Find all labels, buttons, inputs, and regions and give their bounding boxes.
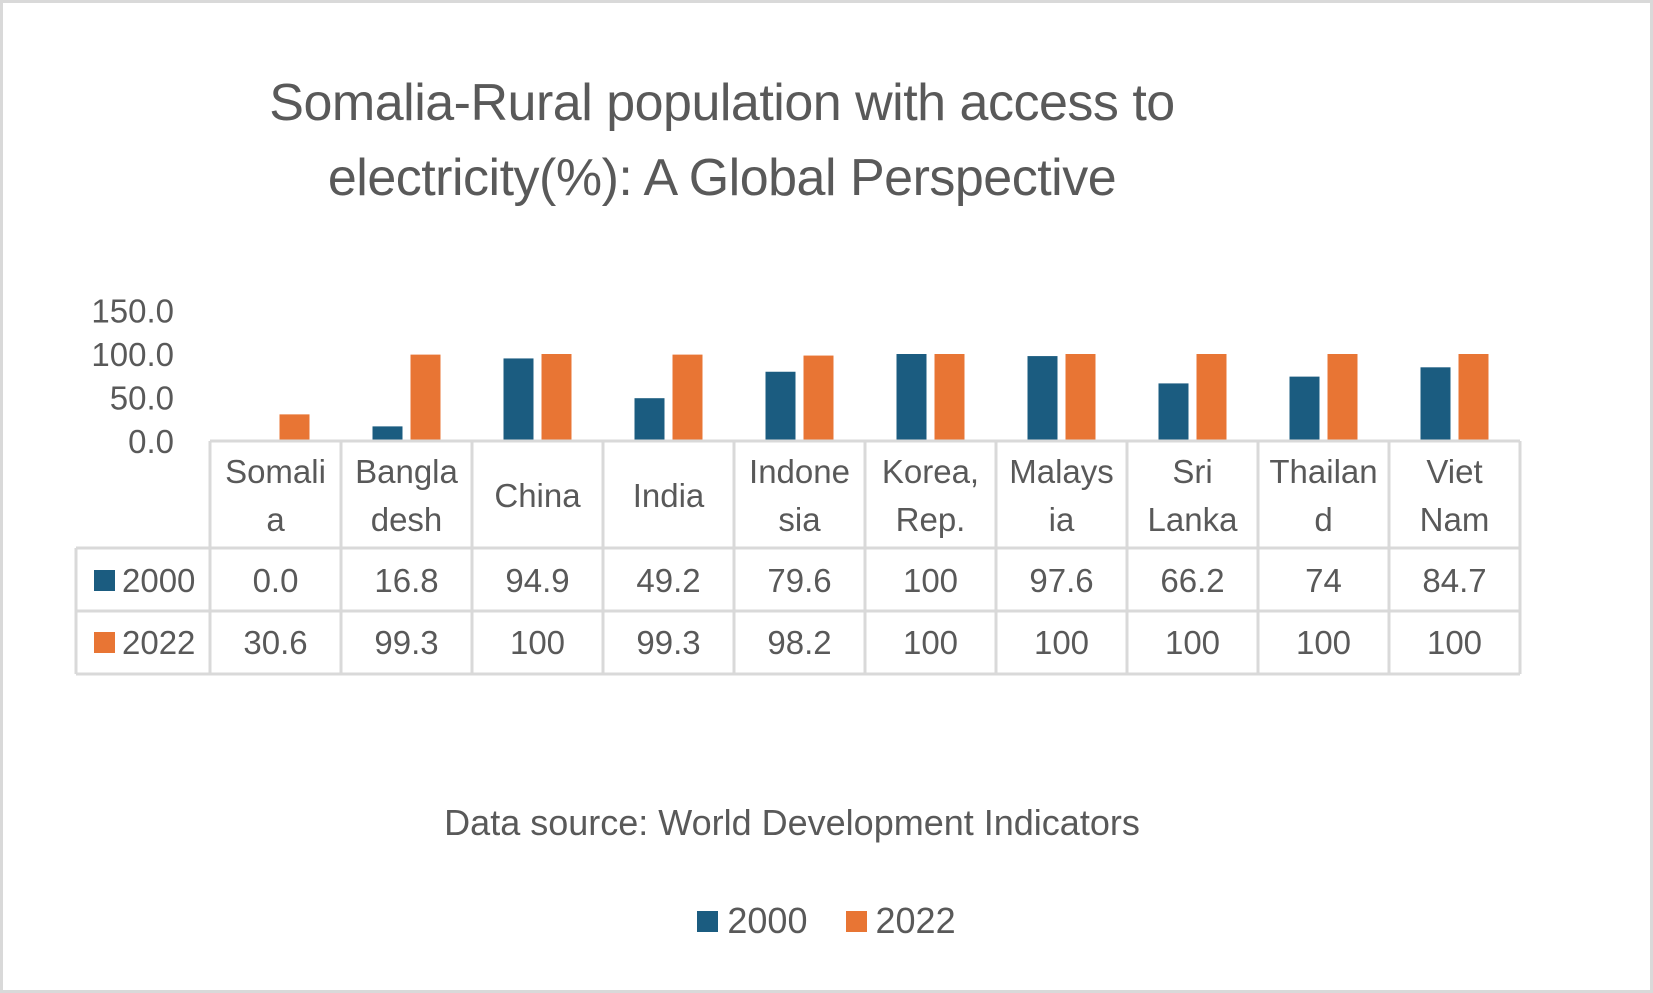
bar-2022-malaysia[interactable]	[1065, 354, 1096, 441]
category-label: China	[494, 477, 581, 514]
category-label-line: Sri	[1172, 453, 1212, 490]
table-cell-2022: 100	[903, 624, 958, 661]
table-cell-2022: 100	[1034, 624, 1089, 661]
bar-2000-viet-nam[interactable]	[1420, 367, 1451, 441]
y-tick-label: 100.0	[91, 336, 174, 373]
category-label: India	[633, 477, 705, 514]
data-source-note: Data source: World Development Indicator…	[444, 802, 1140, 843]
table-cell-2022: 99.3	[374, 624, 438, 661]
category-label-line: Thailan	[1269, 453, 1377, 490]
category-label-line: Korea,	[882, 453, 979, 490]
bar-2000-indonesia[interactable]	[765, 371, 796, 441]
table-cell-2022: 30.6	[243, 624, 307, 661]
table-cell-2000: 16.8	[374, 562, 438, 599]
y-tick-label: 0.0	[128, 423, 174, 460]
table-cell-2000: 94.9	[505, 562, 569, 599]
bar-2022-china[interactable]	[541, 354, 572, 441]
category-label-line: Rep.	[896, 501, 966, 538]
legend-swatch-2000	[697, 911, 719, 932]
bar-2000-korea-rep-[interactable]	[896, 354, 927, 441]
table-cell-2000: 84.7	[1422, 562, 1486, 599]
legend-label-2022: 2022	[875, 900, 956, 941]
bar-2000-china[interactable]	[503, 358, 534, 441]
legend-label-2000: 2000	[727, 900, 808, 941]
bar-2000-thailand[interactable]	[1289, 376, 1320, 441]
bar-2000-bangladesh[interactable]	[372, 426, 403, 441]
category-label-line: a	[266, 501, 285, 538]
category-label-line: Viet	[1426, 453, 1482, 490]
category-label-line: Nam	[1420, 501, 1490, 538]
category-label-line: ia	[1049, 501, 1075, 538]
bar-2000-malaysia[interactable]	[1027, 356, 1058, 441]
bar-2022-korea-rep-[interactable]	[934, 354, 965, 441]
table-cell-2022: 99.3	[636, 624, 700, 661]
category-label-line: Indone	[749, 453, 850, 490]
bar-2022-sri-lanka[interactable]	[1196, 354, 1227, 441]
bar-2022-viet-nam[interactable]	[1458, 354, 1489, 441]
chart-title-line-1: Somalia-Rural population with access to	[269, 74, 1175, 132]
bar-2022-india[interactable]	[672, 354, 703, 441]
table-legend-key-2022	[94, 632, 115, 653]
category-label-line: sia	[778, 501, 821, 538]
chart-title: Somalia-Rural population with access to …	[222, 66, 1222, 216]
legend-item-2022[interactable]: 2022	[845, 900, 956, 942]
bar-2000-india[interactable]	[634, 398, 665, 441]
category-label-line: Bangla	[355, 453, 458, 490]
bar-2022-indonesia[interactable]	[803, 355, 834, 441]
table-cell-2022: 100	[1296, 624, 1351, 661]
table-legend-key-2000	[94, 570, 115, 591]
table-cell-2000: 97.6	[1029, 562, 1093, 599]
table-cell-2000: 49.2	[636, 562, 700, 599]
table-cell-2000: 0.0	[253, 562, 299, 599]
legend-swatch-2022	[845, 911, 867, 932]
category-label-line: d	[1314, 501, 1332, 538]
chart-title-line-2: electricity(%): A Global Perspective	[327, 149, 1117, 207]
table-cell-2000: 100	[903, 562, 958, 599]
table-cell-2022: 98.2	[767, 624, 831, 661]
table-row-label-2022: 2022	[122, 624, 195, 661]
bar-2000-sri-lanka[interactable]	[1158, 383, 1189, 441]
category-label-line: desh	[371, 501, 443, 538]
table-row-label-2000: 2000	[122, 562, 195, 599]
y-tick-label: 150.0	[91, 293, 174, 330]
table-cell-2000: 66.2	[1160, 562, 1224, 599]
table-cell-2000: 74	[1305, 562, 1342, 599]
category-label-line: Malays	[1009, 453, 1114, 490]
y-tick-label: 50.0	[110, 380, 174, 417]
legend-item-2000[interactable]: 2000	[697, 900, 807, 942]
table-cell-2022: 100	[1165, 624, 1220, 661]
table-cell-2000: 79.6	[767, 562, 831, 599]
bar-2022-bangladesh[interactable]	[410, 354, 441, 441]
bar-2022-somalia[interactable]	[279, 414, 310, 441]
table-cell-2022: 100	[1427, 624, 1482, 661]
table-cell-2022: 100	[510, 624, 565, 661]
category-label-line: Somali	[225, 453, 326, 490]
category-label-line: Lanka	[1148, 501, 1239, 538]
bar-2022-thailand[interactable]	[1327, 354, 1358, 441]
legend: 2000 2022	[0, 900, 1653, 942]
